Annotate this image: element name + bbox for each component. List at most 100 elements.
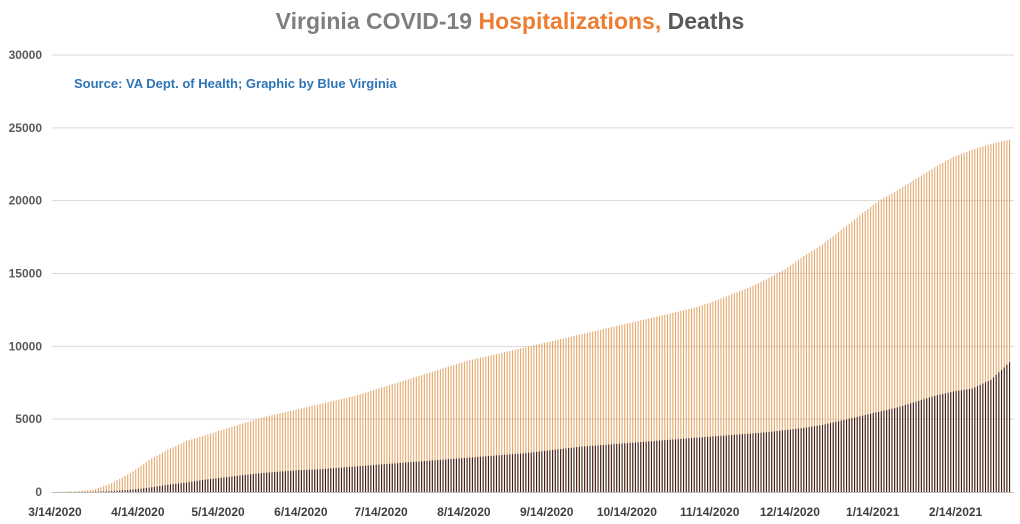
bar-hospitalizations xyxy=(303,407,305,492)
bar-deaths xyxy=(955,391,957,492)
bar-deaths xyxy=(343,467,345,492)
bar-deaths xyxy=(848,418,850,492)
bar-deaths xyxy=(498,455,500,492)
bar-hospitalizations xyxy=(501,352,503,492)
bar-deaths xyxy=(103,491,105,492)
bar-hospitalizations xyxy=(624,324,626,492)
bar-deaths xyxy=(522,453,524,492)
bar-hospitalizations xyxy=(463,361,465,492)
bar-hospitalizations xyxy=(153,457,155,492)
bar-deaths xyxy=(148,487,150,492)
bar-deaths xyxy=(356,466,359,492)
bar-hospitalizations xyxy=(266,416,268,492)
bar-hospitalizations xyxy=(469,360,471,492)
bar-hospitalizations xyxy=(618,325,620,492)
bar-deaths xyxy=(386,464,388,492)
bar-hospitalizations xyxy=(169,448,172,492)
y-tick-label: 0 xyxy=(35,485,42,499)
bar-deaths xyxy=(613,444,615,492)
bar-hospitalizations xyxy=(137,467,139,492)
bar-deaths xyxy=(867,414,869,492)
bar-deaths xyxy=(682,438,685,492)
bar-deaths xyxy=(979,384,981,492)
y-tick-label: 30000 xyxy=(9,48,43,62)
bar-hospitalizations xyxy=(351,396,353,492)
bar-hospitalizations xyxy=(319,403,321,492)
bar-deaths xyxy=(752,433,754,492)
bar-deaths xyxy=(292,470,294,492)
bar-deaths xyxy=(974,387,976,492)
bar-deaths xyxy=(506,454,508,492)
bar-deaths xyxy=(749,433,751,492)
bar-hospitalizations xyxy=(968,150,971,492)
bar-deaths xyxy=(458,458,460,492)
bar-hospitalizations xyxy=(918,177,920,492)
bar-hospitalizations xyxy=(239,424,241,492)
bar-deaths xyxy=(942,393,944,492)
bar-hospitalizations xyxy=(439,369,441,492)
bar-deaths xyxy=(124,490,126,492)
bar-deaths xyxy=(787,429,789,492)
x-tick-label: 6/14/2020 xyxy=(274,505,328,519)
bar-hospitalizations xyxy=(795,261,797,492)
bar-hospitalizations xyxy=(832,236,834,492)
bar-hospitalizations xyxy=(803,256,805,492)
bar-hospitalizations xyxy=(322,403,324,492)
bar-deaths xyxy=(552,449,554,492)
x-tick-label: 1/14/2021 xyxy=(846,505,900,519)
bar-deaths xyxy=(231,476,233,492)
bar-hospitalizations xyxy=(971,149,973,492)
bar-deaths xyxy=(1009,362,1011,492)
bar-hospitalizations xyxy=(680,310,682,492)
bar-hospitalizations xyxy=(81,490,83,492)
bar-hospitalizations xyxy=(474,359,476,492)
bar-hospitalizations xyxy=(228,427,230,492)
bar-hospitalizations xyxy=(602,329,604,492)
bar-hospitalizations xyxy=(527,346,530,492)
bar-hospitalizations xyxy=(616,325,618,492)
bar-hospitalizations xyxy=(383,386,385,492)
bar-deaths xyxy=(835,421,837,492)
bar-hospitalizations xyxy=(693,307,695,492)
bar-deaths xyxy=(899,406,901,492)
bar-hospitalizations xyxy=(728,295,730,492)
bar-hospitalizations xyxy=(188,440,190,492)
bar-hospitalizations xyxy=(749,286,751,492)
y-tick-label: 5000 xyxy=(15,412,42,426)
bar-hospitalizations xyxy=(124,475,126,492)
bar-deaths xyxy=(378,464,380,492)
bar-hospitalizations xyxy=(912,180,914,492)
bar-deaths xyxy=(314,469,316,492)
bar-hospitalizations xyxy=(816,247,818,492)
bar-deaths xyxy=(415,461,417,492)
bar-hospitalizations xyxy=(87,490,89,492)
bar-hospitalizations xyxy=(381,387,383,492)
bar-deaths xyxy=(736,434,738,492)
bar-hospitalizations xyxy=(105,485,107,492)
bar-hospitalizations xyxy=(760,281,762,492)
bar-deaths xyxy=(618,443,620,492)
bar-hospitalizations xyxy=(845,225,848,492)
title-part-hospitalizations: Hospitalizations, xyxy=(478,8,662,34)
bar-deaths xyxy=(637,442,639,492)
bar-deaths xyxy=(327,468,329,492)
bar-hospitalizations xyxy=(407,379,409,492)
bar-hospitalizations xyxy=(776,273,778,492)
bar-deaths xyxy=(463,457,465,492)
bar-deaths xyxy=(632,442,634,492)
bar-hospitalizations xyxy=(156,455,158,492)
bar-hospitalizations xyxy=(589,332,591,492)
bar-deaths xyxy=(862,415,864,492)
bar-hospitalizations xyxy=(252,420,254,492)
bar-deaths xyxy=(701,437,703,492)
bar-deaths xyxy=(610,444,612,492)
bar-hospitalizations xyxy=(485,356,487,492)
bar-hospitalizations xyxy=(712,301,714,492)
x-tick-label: 3/14/2020 xyxy=(28,505,82,519)
bar-deaths xyxy=(584,446,586,492)
bar-hospitalizations xyxy=(669,313,671,492)
bar-deaths xyxy=(431,460,433,492)
bar-hospitalizations xyxy=(140,465,142,492)
bar-hospitalizations xyxy=(664,314,666,492)
bar-deaths xyxy=(116,490,118,492)
